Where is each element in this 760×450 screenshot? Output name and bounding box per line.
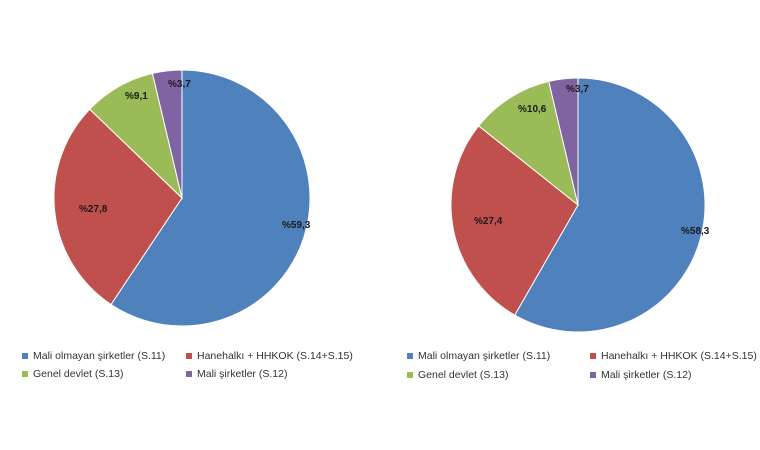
legend-label: Hanehalkı + HHKOK (S.14+S.15) [601,350,757,362]
legend-swatch [590,372,596,378]
legend-item-mali-olmayan: Mali olmayan şirketler (S.11) [22,350,165,362]
legend-label: Hanehalkı + HHKOK (S.14+S.15) [197,350,353,362]
legend-item-mali-olmayan: Mali olmayan şirketler (S.11) [407,350,550,362]
slice-label-mali-olmayan: %58,3 [681,226,710,237]
pie-slice-hanehalki [53,108,183,306]
slice-label-mali-olmayan: %59,3 [282,220,311,231]
slice-label-genel-devlet: %10,6 [518,104,547,115]
pie-slice-genel-devlet [477,80,579,207]
legend-swatch [22,371,28,377]
pie-slice-hanehalki [450,125,579,316]
legend-label: Mali şirketler (S.12) [197,368,288,380]
legend-item-mali-sirketler: Mali şirketler (S.12) [590,369,691,381]
pie-slice-mali-olmayan [514,77,706,333]
legend-label: Mali olmayan şirketler (S.11) [418,350,551,362]
legend-swatch [590,353,596,359]
slice-label-mali-sirketler: %3,7 [168,79,191,90]
slice-label-genel-devlet: %9,1 [125,91,148,102]
legend-swatch [186,353,192,359]
legend-label: Genel devlet (S.13) [33,368,124,380]
legend-item-hanehalki: Hanehalkı + HHKOK (S.14+S.15) [590,350,757,362]
legend-swatch [407,372,413,378]
legend-label: Genel devlet (S.13) [418,369,509,381]
legend-swatch [407,353,413,359]
legend-label: Mali olmayan şirketler (S.11) [33,350,166,362]
legend-swatch [22,353,28,359]
pie-slice-mali-sirketler [151,69,183,199]
legend-label: Mali şirketler (S.12) [601,369,692,381]
legend-swatch [186,371,192,377]
slice-label-mali-sirketler: %3,7 [566,84,589,95]
pie-slice-mali-sirketler [548,77,579,206]
legend-item-mali-sirketler: Mali şirketler (S.12) [186,368,287,380]
legend-item-genel-devlet: Genel devlet (S.13) [22,368,123,380]
pie-slice-mali-olmayan [110,69,311,327]
legend-item-genel-devlet: Genel devlet (S.13) [407,369,508,381]
slice-label-hanehalki: %27,8 [79,204,108,215]
slice-label-hanehalki: %27,4 [474,216,503,227]
legend-item-hanehalki: Hanehalkı + HHKOK (S.14+S.15) [186,350,353,362]
